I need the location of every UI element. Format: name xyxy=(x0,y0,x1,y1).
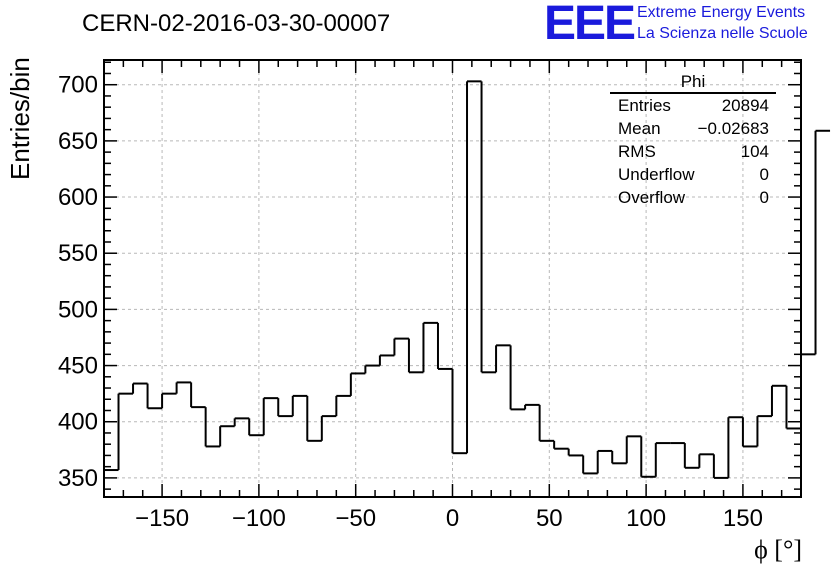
y-tick-label: 650 xyxy=(58,128,98,155)
eee-logo: EEE xyxy=(544,0,636,50)
x-tick-label: −50 xyxy=(335,505,376,532)
histogram xyxy=(104,80,831,479)
stats-label: Entries xyxy=(618,96,671,115)
stats-row: Mean −0.02683 xyxy=(610,117,776,140)
x-tick-label: 50 xyxy=(536,505,563,532)
stats-title: Phi xyxy=(610,72,776,94)
grid-lines xyxy=(104,60,801,497)
stats-row: RMS 104 xyxy=(610,140,776,163)
stats-label: Mean xyxy=(618,119,661,138)
stats-row: Entries 20894 xyxy=(610,94,776,117)
stats-value: 104 xyxy=(740,142,769,161)
y-axis-label: Entries/bin xyxy=(5,57,35,180)
x-tick-label: −100 xyxy=(232,505,286,532)
logo-line-1: Extreme Energy Events xyxy=(637,4,806,21)
x-tick-label: −150 xyxy=(135,505,189,532)
y-tick-label: 550 xyxy=(58,240,98,267)
stats-value: −0.02683 xyxy=(697,119,769,138)
x-tick-label: 150 xyxy=(723,505,763,532)
stats-label: Underflow xyxy=(618,165,695,184)
y-tick-label: 700 xyxy=(58,72,98,99)
y-tick-label: 450 xyxy=(58,353,98,380)
stats-row: Underflow 0 xyxy=(610,163,776,186)
stats-box: Phi Entries 20894 Mean −0.02683 RMS 104 Und… xyxy=(610,72,776,209)
y-tick-label: 600 xyxy=(58,184,98,211)
x-tick-label: 100 xyxy=(626,505,666,532)
tick-labels: −150 −100 −50 0 50 100 150 350 400 450 500 550 600 65… xyxy=(58,72,763,532)
axes xyxy=(103,59,802,498)
stats-label: Overflow xyxy=(618,188,686,207)
x-tick-label: 0 xyxy=(446,505,459,532)
stats-value: 20894 xyxy=(721,96,769,115)
plot-title: CERN-02-2016-03-30-00007 xyxy=(82,10,391,37)
logo-line-2: La Scienza nelle Scuole xyxy=(637,25,808,42)
stats-value: 0 xyxy=(759,165,769,184)
stats-row: Overflow 0 xyxy=(610,186,776,209)
x-axis-label: ϕ [°] xyxy=(754,535,802,564)
y-tick-label: 500 xyxy=(58,296,98,323)
stats-label: RMS xyxy=(618,142,656,161)
y-tick-label: 400 xyxy=(58,409,98,436)
y-tick-label: 350 xyxy=(58,465,98,492)
stats-value: 0 xyxy=(759,188,769,207)
